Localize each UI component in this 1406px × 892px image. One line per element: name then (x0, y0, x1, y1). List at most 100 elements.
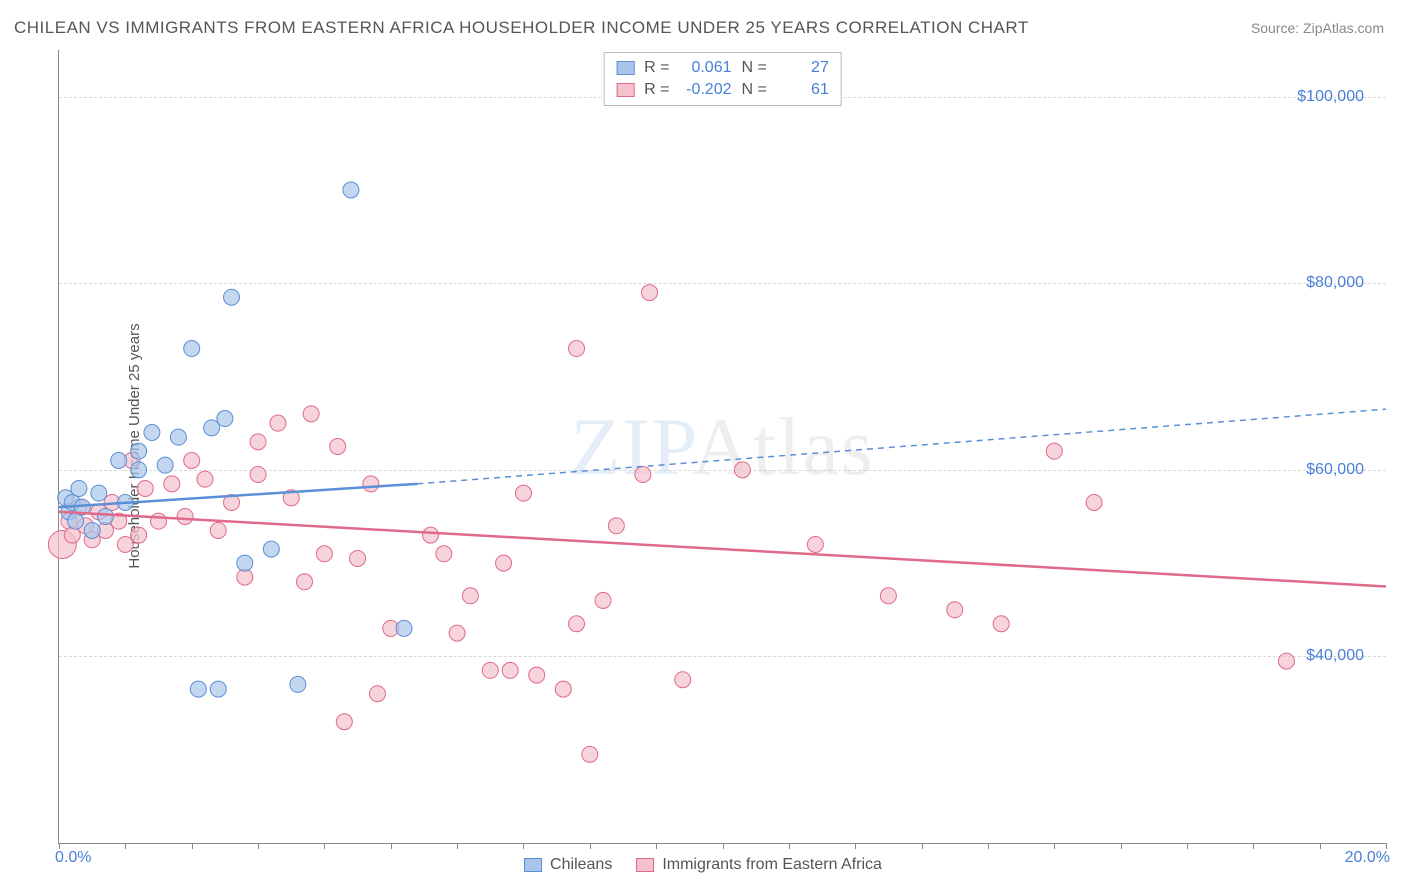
data-point-immigrants (330, 439, 346, 455)
data-point-immigrants (482, 662, 498, 678)
data-point-immigrants (350, 550, 366, 566)
data-point-immigrants (296, 574, 312, 590)
data-point-immigrants (177, 508, 193, 524)
data-point-immigrants (423, 527, 439, 543)
data-point-immigrants (993, 616, 1009, 632)
data-point-immigrants (369, 686, 385, 702)
regression-line-immigrants (59, 512, 1386, 587)
data-point-chileans (84, 522, 100, 538)
data-point-immigrants (569, 341, 585, 357)
data-point-chileans (343, 182, 359, 198)
legend-swatch-chileans-bottom (524, 858, 542, 872)
data-point-immigrants (582, 746, 598, 762)
data-point-immigrants (131, 527, 147, 543)
chart-title: CHILEAN VS IMMIGRANTS FROM EASTERN AFRIC… (14, 18, 1029, 38)
n-value-immigrants: 61 (777, 81, 829, 99)
legend-swatch-chileans (616, 61, 634, 75)
x-tick (59, 843, 60, 849)
x-tick (656, 843, 657, 849)
data-point-immigrants (1086, 494, 1102, 510)
data-point-immigrants (270, 415, 286, 431)
x-axis-label-min: 0.0% (55, 849, 91, 867)
data-point-immigrants (635, 466, 651, 482)
data-point-chileans (237, 555, 253, 571)
r-value-chileans: 0.061 (680, 59, 732, 77)
data-point-immigrants (462, 588, 478, 604)
data-point-immigrants (137, 480, 153, 496)
r-label: R = (644, 81, 669, 99)
x-tick (125, 843, 126, 849)
data-point-immigrants (363, 476, 379, 492)
data-point-immigrants (316, 546, 332, 562)
data-point-immigrants (555, 681, 571, 697)
legend-item-immigrants: Immigrants from Eastern Africa (636, 856, 882, 874)
legend-stats-row-1: R = -0.202 N = 61 (616, 79, 829, 101)
data-point-immigrants (210, 522, 226, 538)
x-tick (988, 843, 989, 849)
data-point-immigrants (303, 406, 319, 422)
r-value-immigrants: -0.202 (680, 81, 732, 99)
data-point-chileans (396, 620, 412, 636)
x-tick (855, 843, 856, 849)
data-point-chileans (131, 443, 147, 459)
x-tick (1320, 843, 1321, 849)
data-point-chileans (263, 541, 279, 557)
x-tick (258, 843, 259, 849)
data-point-immigrants (569, 616, 585, 632)
n-label: N = (742, 59, 767, 77)
x-tick (192, 843, 193, 849)
data-point-immigrants (947, 602, 963, 618)
x-tick (324, 843, 325, 849)
data-point-immigrants (250, 434, 266, 450)
x-tick (1187, 843, 1188, 849)
data-point-chileans (170, 429, 186, 445)
data-point-chileans (210, 681, 226, 697)
data-point-chileans (157, 457, 173, 473)
data-point-chileans (131, 462, 147, 478)
data-point-chileans (224, 289, 240, 305)
data-point-immigrants (807, 536, 823, 552)
x-tick (391, 843, 392, 849)
data-point-immigrants (515, 485, 531, 501)
x-tick (922, 843, 923, 849)
data-point-immigrants (117, 536, 133, 552)
x-tick (1253, 843, 1254, 849)
legend-label-chileans: Chileans (550, 856, 612, 874)
data-point-immigrants (449, 625, 465, 641)
data-point-immigrants (197, 471, 213, 487)
data-point-immigrants (608, 518, 624, 534)
data-point-immigrants (250, 466, 266, 482)
x-tick (590, 843, 591, 849)
data-point-immigrants (151, 513, 167, 529)
legend-label-immigrants: Immigrants from Eastern Africa (662, 856, 882, 874)
data-point-immigrants (184, 452, 200, 468)
data-point-chileans (217, 411, 233, 427)
data-point-chileans (71, 480, 87, 496)
n-value-chileans: 27 (777, 59, 829, 77)
data-point-chileans (91, 485, 107, 501)
chart-plot-area: ZIPAtlas R = 0.061 N = 27 R = -0.202 N =… (58, 50, 1386, 844)
data-point-immigrants (675, 672, 691, 688)
data-point-immigrants (64, 527, 80, 543)
legend-swatch-immigrants (616, 83, 634, 97)
source-attribution: Source: ZipAtlas.com (1251, 20, 1384, 36)
legend-stats-row-0: R = 0.061 N = 27 (616, 57, 829, 79)
data-point-immigrants (529, 667, 545, 683)
data-point-immigrants (164, 476, 180, 492)
x-tick (1386, 843, 1387, 849)
data-point-chileans (290, 676, 306, 692)
legend-bottom: Chileans Immigrants from Eastern Africa (524, 856, 882, 874)
x-tick (789, 843, 790, 849)
x-tick (1054, 843, 1055, 849)
data-point-immigrants (436, 546, 452, 562)
data-point-chileans (204, 420, 220, 436)
data-point-chileans (97, 508, 113, 524)
x-tick (723, 843, 724, 849)
data-point-immigrants (1046, 443, 1062, 459)
data-point-immigrants (595, 592, 611, 608)
data-point-immigrants (734, 462, 750, 478)
legend-swatch-immigrants-bottom (636, 858, 654, 872)
x-tick (1121, 843, 1122, 849)
data-point-chileans (184, 341, 200, 357)
data-point-chileans (111, 452, 127, 468)
